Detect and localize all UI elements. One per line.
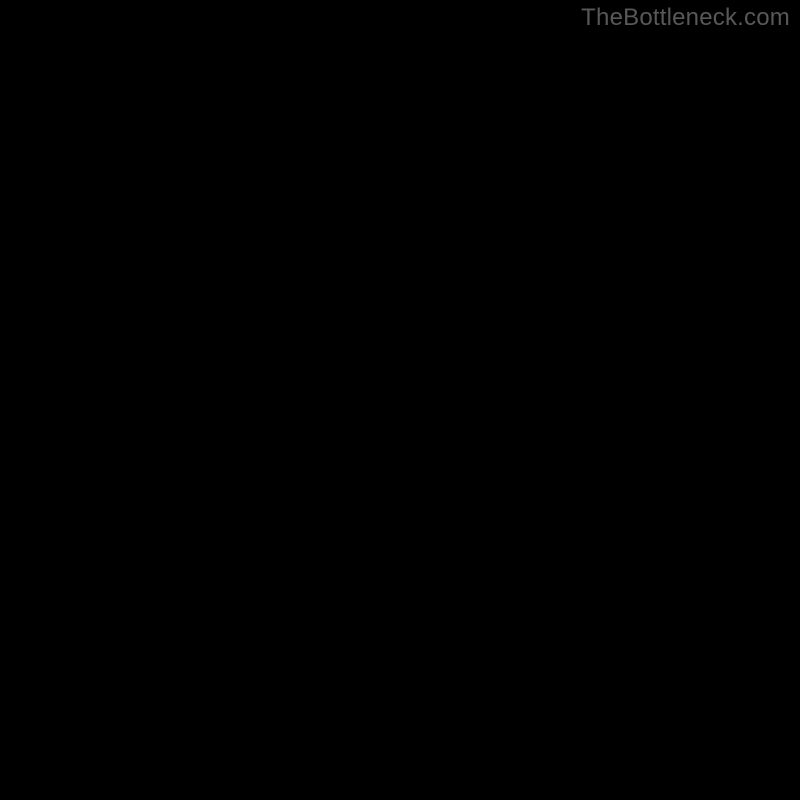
watermark-text: TheBottleneck.com bbox=[581, 4, 790, 32]
outer-frame bbox=[0, 0, 800, 800]
